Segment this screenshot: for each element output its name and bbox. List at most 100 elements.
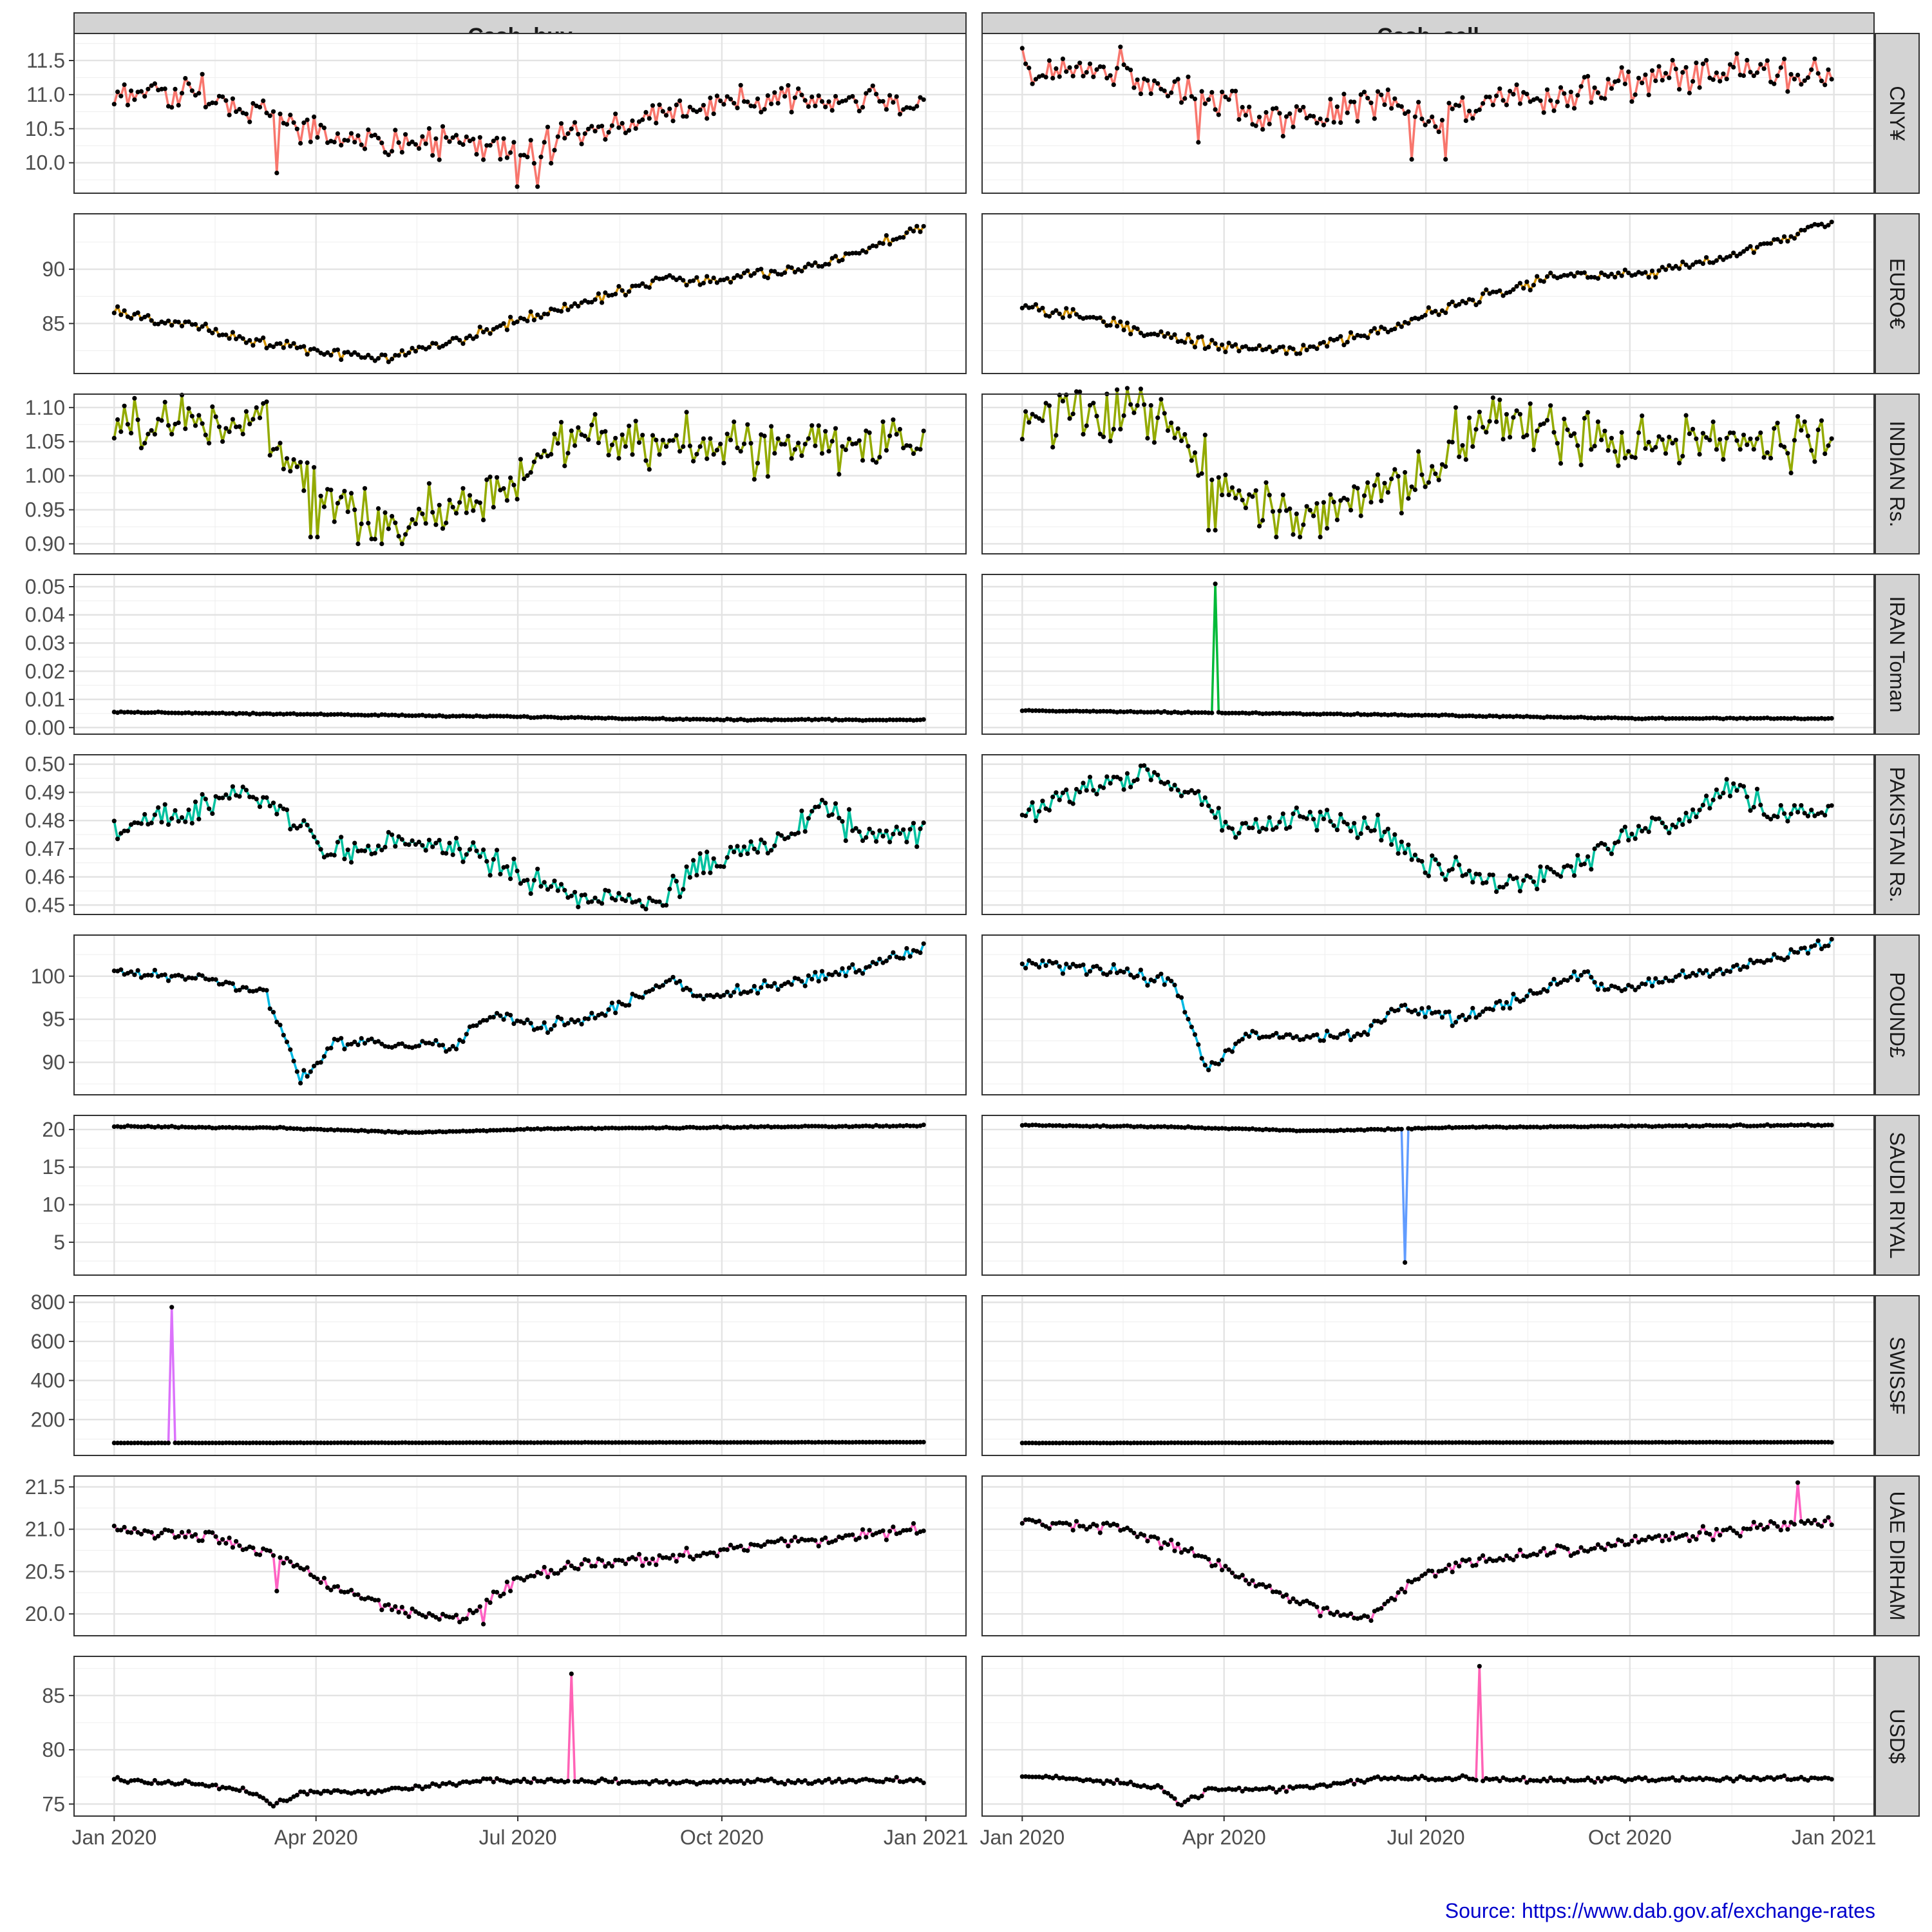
data-point — [654, 1126, 659, 1131]
data-point — [477, 1020, 482, 1025]
data-point — [1599, 1124, 1604, 1129]
data-point — [1267, 345, 1272, 350]
data-point — [508, 876, 513, 882]
data-point — [877, 455, 882, 460]
data-point — [1819, 222, 1824, 227]
data-point — [1683, 1440, 1689, 1445]
data-point — [1501, 1124, 1506, 1130]
data-point — [1389, 1440, 1394, 1445]
data-point — [636, 1126, 642, 1131]
data-point — [522, 714, 527, 719]
data-point — [677, 275, 683, 281]
data-point — [1643, 826, 1648, 831]
data-point — [156, 1440, 161, 1445]
data-point — [321, 712, 327, 717]
data-point — [586, 1016, 591, 1021]
data-point — [802, 442, 808, 447]
data-point — [301, 712, 307, 717]
data-point — [1172, 435, 1177, 440]
data-point — [1064, 709, 1069, 714]
data-point — [1504, 1440, 1509, 1445]
data-point — [264, 1798, 269, 1803]
data-point — [193, 710, 198, 715]
data-point — [1247, 346, 1252, 352]
data-point — [375, 1128, 381, 1134]
data-point — [159, 86, 164, 91]
data-point — [1504, 102, 1509, 108]
data-point — [1403, 712, 1408, 718]
data-point — [1738, 251, 1743, 256]
data-point — [1514, 1440, 1519, 1445]
data-point — [1792, 1522, 1797, 1527]
data-point — [1277, 819, 1282, 824]
data-point — [914, 844, 920, 849]
data-point — [874, 460, 879, 465]
data-point — [1589, 274, 1594, 279]
data-point — [1521, 998, 1526, 1003]
data-point — [200, 791, 205, 797]
data-point — [633, 1557, 638, 1562]
data-point — [274, 341, 279, 346]
data-point — [1256, 829, 1262, 835]
data-point — [413, 521, 419, 527]
data-point — [1379, 92, 1384, 97]
data-point — [1209, 710, 1215, 715]
data-point — [1361, 493, 1367, 498]
data-point — [1213, 1126, 1218, 1131]
data-point — [674, 1558, 679, 1564]
data-point — [1619, 430, 1624, 435]
data-point — [724, 431, 730, 437]
data-point — [843, 98, 848, 103]
data-point — [552, 715, 557, 720]
data-point — [1714, 1439, 1719, 1444]
data-point — [901, 235, 906, 240]
data-point — [518, 1127, 524, 1132]
data-point — [1423, 484, 1428, 489]
data-point — [1788, 947, 1794, 952]
data-point — [1782, 1440, 1787, 1445]
data-point — [769, 1539, 774, 1544]
data-point — [887, 954, 893, 960]
data-point — [1348, 1440, 1354, 1445]
data-point — [687, 1779, 692, 1785]
data-point — [1687, 715, 1692, 721]
data-point — [278, 1440, 283, 1445]
data-point — [596, 1778, 601, 1783]
data-point — [1108, 439, 1113, 444]
data-point — [1463, 872, 1468, 877]
data-point — [1605, 1440, 1611, 1445]
data-point — [447, 339, 452, 345]
data-point — [1345, 1028, 1350, 1034]
data-point — [1352, 1034, 1357, 1039]
data-point — [687, 104, 692, 109]
data-point — [179, 1124, 185, 1130]
data-point — [687, 1440, 692, 1445]
data-point — [1250, 710, 1255, 715]
data-point — [1571, 431, 1577, 436]
data-point — [1298, 1440, 1303, 1445]
data-point — [1325, 1028, 1330, 1034]
data-point — [1754, 70, 1760, 75]
data-point — [1216, 1558, 1221, 1563]
series-line-sell — [1021, 387, 1833, 538]
data-point — [410, 1440, 415, 1445]
data-point — [1565, 1440, 1570, 1445]
data-point — [1809, 1520, 1814, 1526]
data-point — [122, 403, 127, 408]
data-point — [1121, 970, 1126, 975]
data-point — [819, 969, 825, 974]
data-point — [1385, 1598, 1390, 1604]
data-point — [240, 1785, 245, 1790]
data-point — [823, 429, 828, 434]
data-point — [772, 717, 777, 722]
data-point — [1233, 1440, 1238, 1445]
data-point — [1470, 116, 1475, 121]
data-point — [1151, 1441, 1157, 1446]
data-point — [234, 988, 239, 993]
data-point — [810, 263, 815, 268]
data-point — [799, 808, 804, 813]
data-point — [1030, 800, 1035, 805]
data-point — [582, 715, 587, 721]
data-point — [135, 310, 140, 316]
data-point — [573, 1779, 578, 1784]
